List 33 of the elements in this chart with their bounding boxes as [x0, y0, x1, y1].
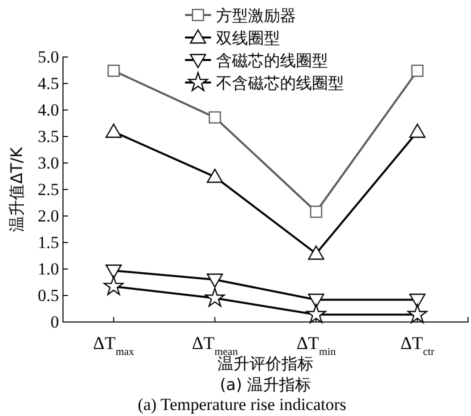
y-tick-label: 3.0: [38, 153, 59, 172]
y-tick-label: 4.0: [38, 100, 59, 120]
point: [411, 64, 424, 77]
legend-label: 方型激励器: [216, 6, 296, 25]
point: [208, 111, 221, 124]
point: [310, 206, 322, 218]
legend-label: 不含磁芯的线圈型: [216, 74, 344, 92]
point: [308, 246, 324, 260]
y-tick-label: 2.0: [38, 206, 59, 226]
point: [206, 168, 223, 183]
y-tick-label: 0: [50, 312, 59, 332]
legend-label: 双线圈型: [216, 28, 280, 48]
legend-label: 含磁芯的线圈型: [216, 51, 328, 70]
y-tick-label: 4.5: [38, 74, 59, 93]
y-tick-label: 0.5: [38, 286, 59, 305]
point: [104, 276, 124, 296]
y-tick-label: 2.5: [38, 180, 59, 199]
x-tick-label: ΔT$_{max}$: [93, 333, 135, 358]
x-axis-title: 温升评价指标: [218, 354, 314, 373]
point: [306, 304, 326, 324]
point: [108, 64, 120, 77]
y-tick-label: 1.0: [38, 259, 59, 278]
text: (a) 温升指标: [220, 375, 312, 394]
y-axis-title: 温升值ΔT/K: [7, 146, 26, 232]
text: (a) Temperature rise indicators: [138, 395, 346, 414]
point: [204, 288, 225, 307]
y-tick-label: 5.0: [38, 47, 59, 66]
y-tick-label: 1.5: [38, 232, 59, 252]
point: [409, 124, 426, 138]
point: [407, 304, 428, 324]
point: [106, 124, 122, 138]
x-tick-label: ΔT$_{ctr}$: [400, 333, 435, 358]
y-tick-label: 3.5: [38, 126, 59, 146]
